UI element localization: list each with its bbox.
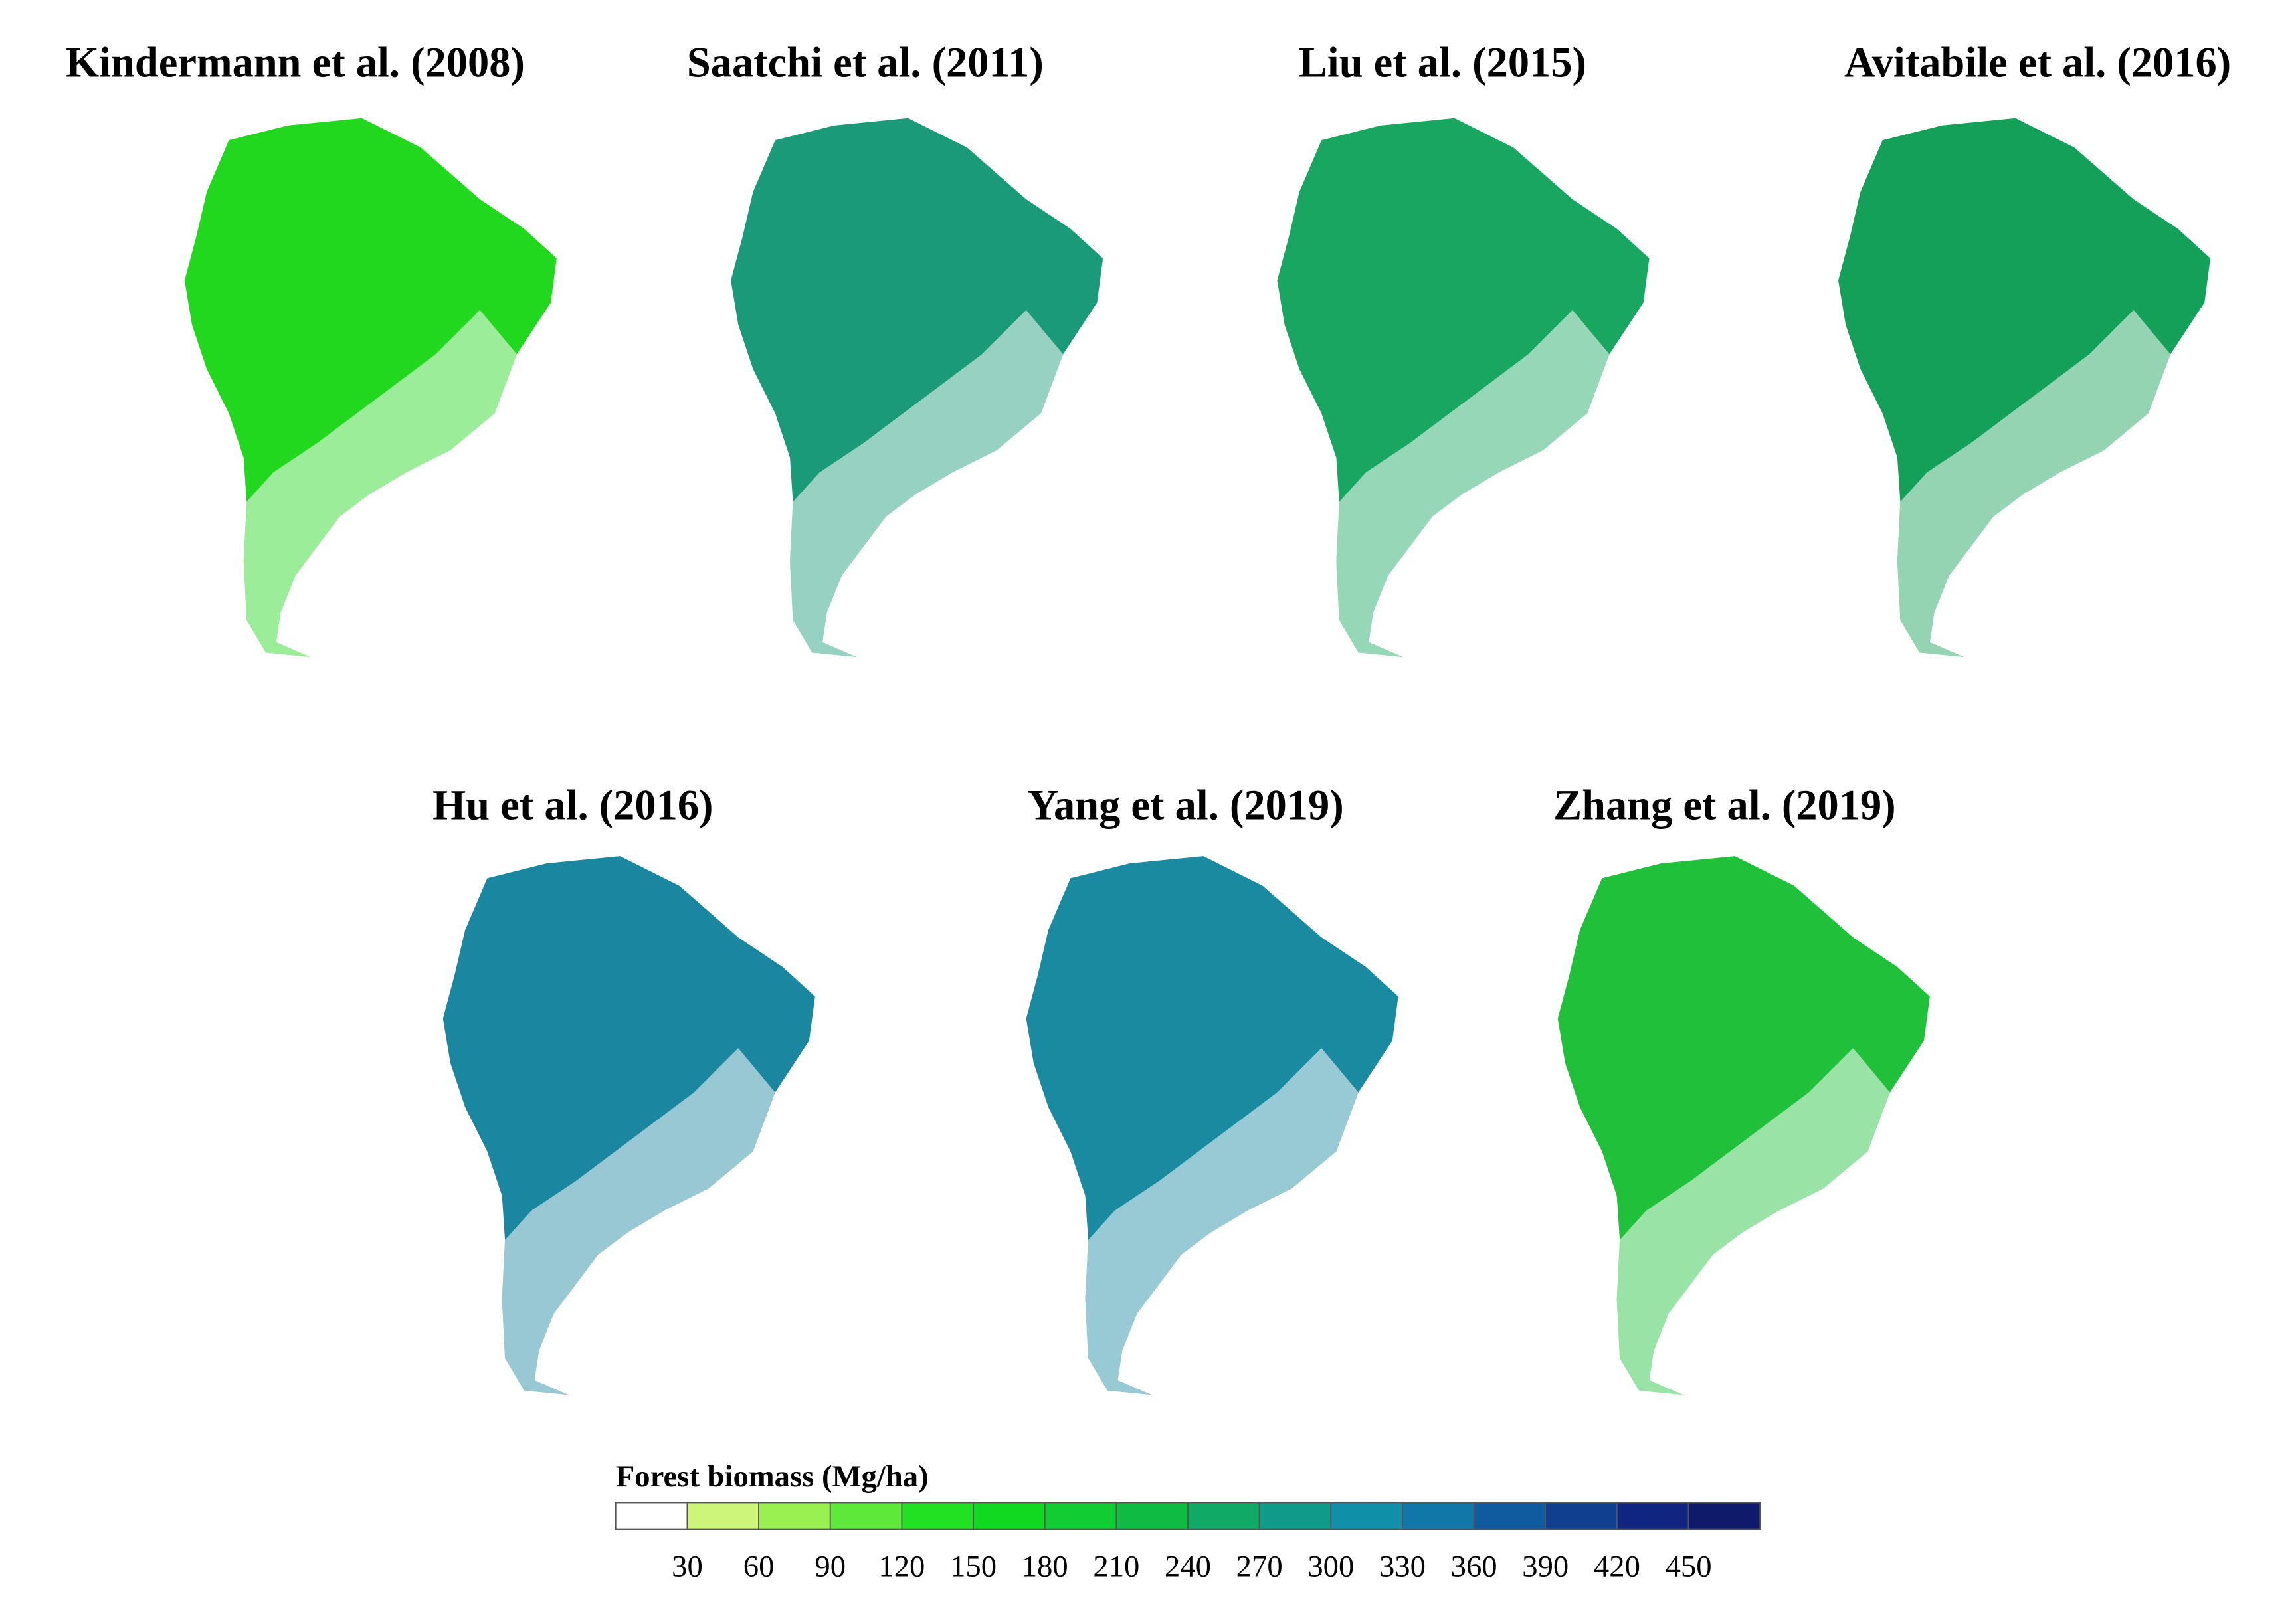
panel-title: Liu et al. (2015) <box>1299 39 1586 86</box>
colorbar-box <box>973 1502 1046 1530</box>
colorbar-tick-label: 360 <box>1451 1550 1497 1584</box>
colorbar-box <box>829 1502 903 1530</box>
colorbar-tick-label: 420 <box>1594 1550 1640 1584</box>
colorbar-box <box>1402 1502 1475 1530</box>
panel-title: Hu et al. (2016) <box>432 782 713 829</box>
colorbar-tick-label: 300 <box>1307 1550 1354 1584</box>
colorbar-box <box>615 1502 688 1530</box>
colorbar-box <box>1473 1502 1547 1530</box>
colorbar-box <box>758 1502 831 1530</box>
panel-title: Yang et al. (2019) <box>1028 782 1344 829</box>
colorbar-tick-label: 30 <box>672 1550 703 1584</box>
colorbar-box <box>1044 1502 1117 1530</box>
colorbar-box <box>686 1502 759 1530</box>
colorbar-box <box>901 1502 974 1530</box>
panel-title: Saatchi et al. (2011) <box>687 39 1044 86</box>
colorbar-box <box>1115 1502 1189 1530</box>
colorbar-box <box>1258 1502 1332 1530</box>
colorbar-box <box>1545 1502 1618 1530</box>
colorbar-box <box>1330 1502 1403 1530</box>
map <box>1557 856 1930 1395</box>
map <box>1026 856 1398 1395</box>
colorbar-tick-label: 90 <box>814 1550 846 1584</box>
colorbar-tick-label: 150 <box>950 1550 997 1584</box>
colorbar-box <box>1616 1502 1689 1530</box>
colorbar-tick-label: 270 <box>1236 1550 1283 1584</box>
map <box>731 118 1103 658</box>
colorbar-box <box>1687 1502 1761 1530</box>
map <box>1838 118 2211 658</box>
colorbar-tick-label: 210 <box>1093 1550 1139 1584</box>
colorbar-label: Forest biomass (Mg/ha) <box>616 1459 929 1494</box>
colorbar-tick-label: 330 <box>1379 1550 1426 1584</box>
colorbar-tick-label: 450 <box>1666 1550 1712 1584</box>
colorbar-tick-label: 240 <box>1165 1550 1211 1584</box>
colorbar-tick-label: 180 <box>1022 1550 1068 1584</box>
colorbar-tick-label: 390 <box>1522 1550 1569 1584</box>
map <box>184 118 557 658</box>
colorbar-box <box>1187 1502 1260 1530</box>
colorbar-tick-label: 60 <box>743 1550 775 1584</box>
panel-title: Avitabile et al. (2016) <box>1844 39 2231 86</box>
panel-title: Zhang et al. (2019) <box>1553 782 1896 829</box>
map <box>1277 118 1650 658</box>
panel-title: Kindermann et al. (2008) <box>66 39 525 86</box>
map <box>442 856 815 1395</box>
colorbar-tick-label: 120 <box>878 1550 925 1584</box>
